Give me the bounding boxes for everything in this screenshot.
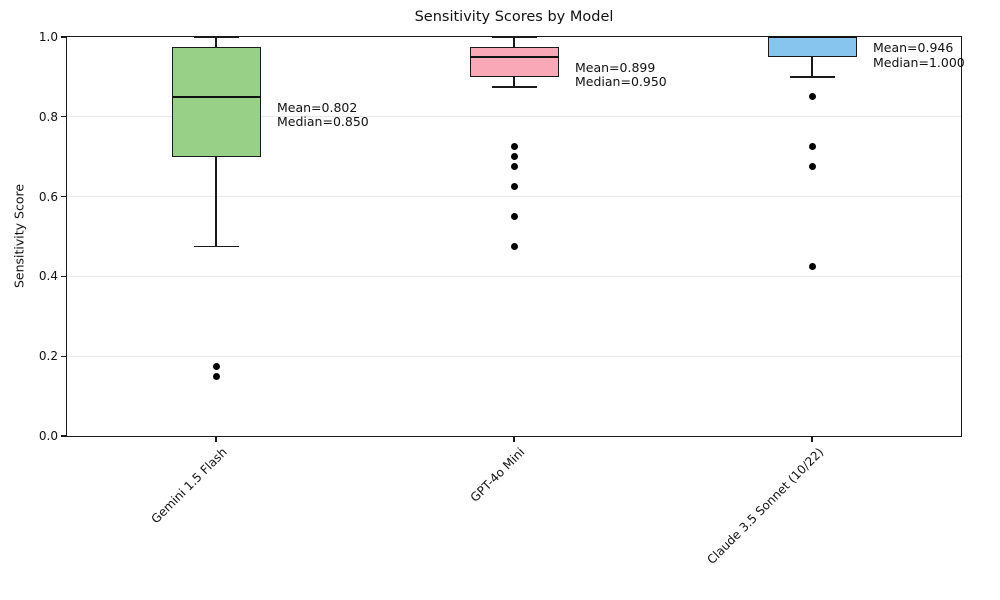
x-tick-mark	[811, 437, 813, 442]
y-tick-label: 0.6	[38, 189, 58, 204]
y-tick-label: 0.0	[38, 429, 58, 443]
gridline	[67, 275, 961, 277]
y-tick-mark	[61, 275, 66, 277]
gridline	[67, 355, 961, 357]
lower-whisker	[513, 76, 515, 87]
outlier-point	[510, 143, 518, 151]
lower-whisker-cap	[491, 86, 537, 88]
stats-annotation-line: Median=1.000	[873, 54, 965, 70]
box-3	[767, 37, 857, 57]
outlier-point	[808, 262, 816, 270]
gridline	[67, 116, 961, 118]
stats-annotation: Mean=0.946 Median=1.000	[873, 40, 965, 70]
y-tick-mark	[61, 435, 66, 437]
y-tick-label: 0.4	[38, 269, 58, 284]
y-tick-label: 0.2	[38, 349, 58, 364]
x-tick-label-1: Gemini 1.5 Flash	[148, 445, 230, 527]
upper-whisker-cap	[193, 36, 239, 38]
lower-whisker	[215, 156, 217, 247]
outlier-point	[808, 93, 816, 101]
outlier-point	[510, 163, 518, 171]
y-axis-label: Sensitivity Score	[11, 183, 27, 289]
chart-title: Sensitivity Scores by Model	[414, 9, 614, 25]
upper-whisker-cap	[491, 36, 537, 38]
median-line	[767, 36, 857, 38]
stats-annotation-line: Mean=0.802	[277, 99, 358, 115]
gridline	[67, 196, 961, 198]
y-tick-mark	[61, 36, 66, 38]
y-tick-mark	[61, 196, 66, 198]
median-line	[171, 95, 261, 98]
outlier-point	[808, 143, 816, 151]
x-tick-mark	[215, 437, 217, 442]
stats-annotation: Mean=0.802 Median=0.850	[277, 99, 369, 130]
stats-annotation: Mean=0.899 Median=0.950	[575, 59, 667, 90]
y-tick-label: 1.0	[38, 30, 58, 44]
outlier-point	[212, 362, 220, 370]
outlier-point	[510, 153, 518, 161]
box-2	[469, 46, 559, 77]
x-tick-label-3: Claude 3.5 Sonnet (10/22)	[703, 445, 826, 567]
lower-whisker-cap	[789, 76, 835, 78]
outlier-point	[510, 242, 518, 250]
stats-annotation-line: Mean=0.946	[873, 40, 954, 55]
upper-whisker	[215, 37, 217, 47]
x-tick-label-2: GPT-4o Mini	[468, 445, 528, 505]
outlier-point	[510, 183, 518, 191]
outlier-point	[510, 213, 518, 221]
y-tick-mark	[61, 116, 66, 118]
outlier-point	[808, 163, 816, 171]
x-tick-mark	[513, 437, 515, 442]
median-line	[469, 55, 559, 58]
y-tick-label: 0.8	[38, 109, 58, 124]
lower-whisker-cap	[193, 245, 239, 248]
outlier-point	[212, 372, 220, 380]
y-tick-mark	[61, 355, 66, 357]
stats-annotation-line: Median=0.850	[277, 114, 369, 130]
stats-annotation-line: Mean=0.899	[575, 59, 656, 75]
lower-whisker	[811, 56, 813, 77]
stats-annotation-line: Median=0.950	[575, 74, 667, 90]
upper-whisker	[513, 37, 515, 47]
box-1	[171, 46, 261, 157]
